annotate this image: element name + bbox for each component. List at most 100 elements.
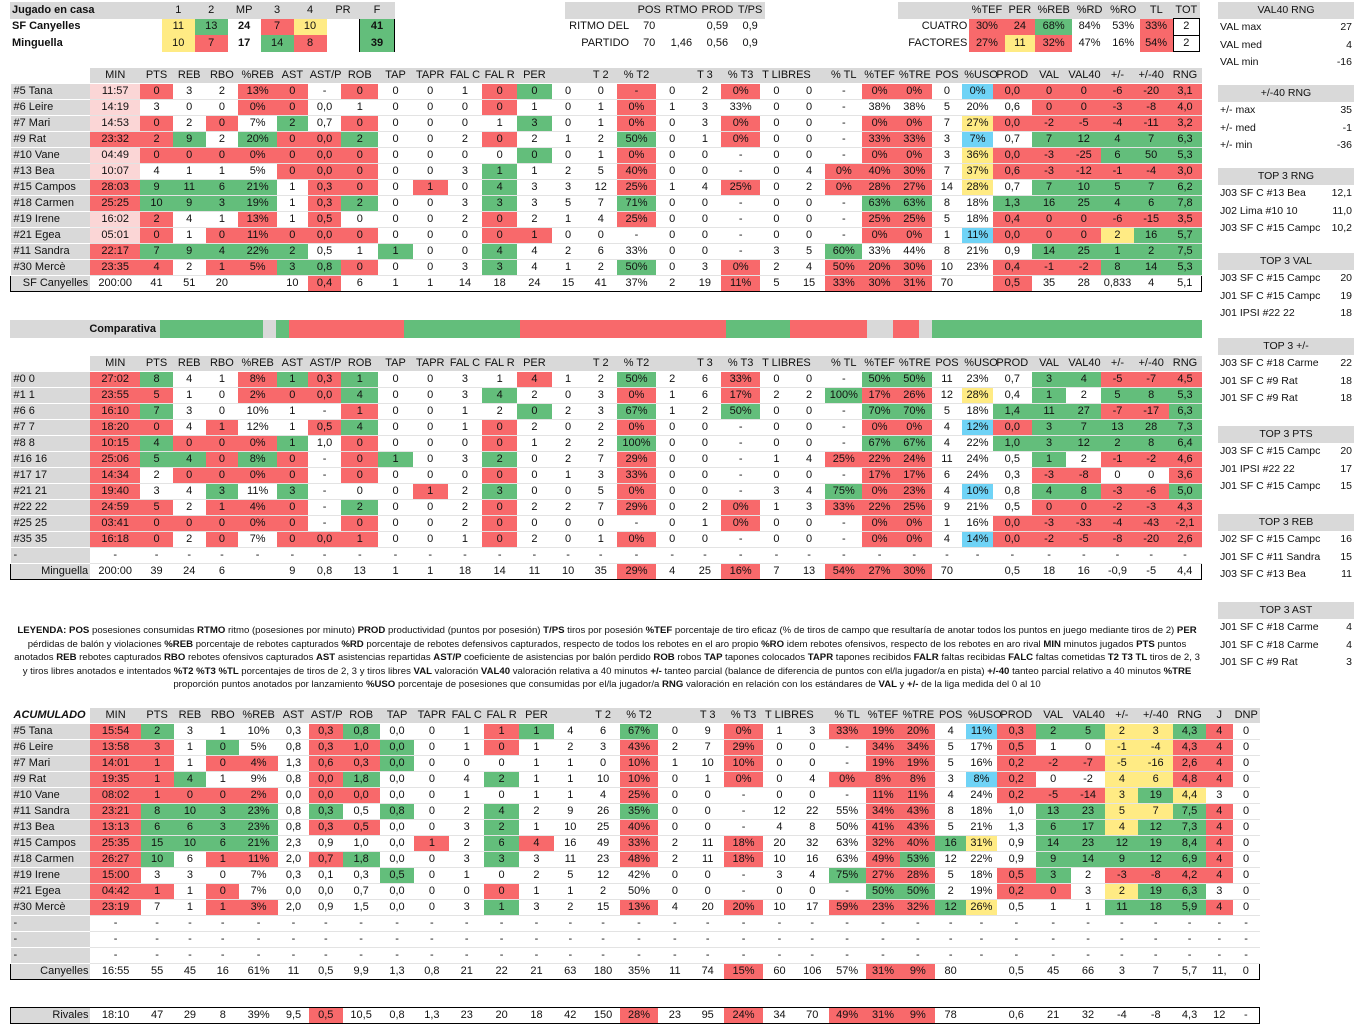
player-row: #16 16 25:06 5 4 0 8% 0-0 1 0 3 2 0 2 7 29% 0 0-1 4 25% 22%…: [10, 451, 1202, 468]
stat-cell: 0,6: [992, 163, 1032, 180]
stat-cell: 23%: [962, 259, 993, 276]
stat-cell: 0,5: [342, 803, 380, 820]
stat-cell: 0: [378, 467, 413, 484]
stat-cell: -: [966, 931, 997, 948]
stat-cell: 2: [341, 499, 379, 516]
column-header: AST: [278, 708, 309, 724]
stat-cell: -: [825, 227, 863, 244]
stat-cell: 0: [760, 163, 793, 180]
stat-cell: 3: [763, 867, 796, 884]
stat-cell: 8%: [238, 451, 278, 468]
stat-cell: -: [1232, 947, 1260, 964]
column-header: % T2: [619, 708, 659, 724]
stat-cell: 0: [341, 467, 379, 484]
column-header: T 2: [584, 68, 618, 84]
stat-cell: 0: [795, 883, 829, 900]
stat-cell: [966, 963, 997, 980]
stat-cell: 1: [172, 387, 206, 404]
stat-cell: -: [721, 419, 761, 436]
stat-cell: 4%: [238, 499, 278, 516]
stat-cell: 1: [378, 563, 413, 580]
stat-cell: 0,7: [342, 883, 380, 900]
player-name: SF Canyelles: [10, 275, 91, 292]
stat-cell: 9: [553, 803, 587, 820]
stat-cell: 9: [1035, 851, 1071, 868]
stat-cell: 17%: [721, 387, 761, 404]
value-cell: 41: [358, 18, 396, 35]
player-name: #6 Leire: [10, 99, 91, 116]
stat-cell: 13: [1035, 803, 1071, 820]
comparativa-segment: [1047, 320, 1061, 338]
stat-cell: 13: [1101, 419, 1134, 436]
side-value: 18: [1340, 392, 1352, 405]
stat-cell: 27%: [862, 563, 897, 580]
stat-cell: 8: [140, 371, 173, 388]
player-row: #18 Carmen 25:25 10 9 3 19% 1 0,3 2 0 0 3 3 3 5 7 71% 0 0-…: [10, 195, 1202, 212]
column-header: RNG: [1168, 356, 1202, 372]
stat-cell: 0: [551, 147, 585, 164]
stat-cell: 3: [1138, 723, 1174, 740]
stat-cell: 0: [760, 467, 793, 484]
stat-cell: 0: [482, 531, 518, 548]
stat-cell: 1: [447, 403, 483, 420]
stat-cell: 6: [341, 275, 379, 292]
stat-cell: -: [342, 947, 380, 964]
stat-cell: -: [1101, 547, 1134, 564]
stat-cell: 54%: [825, 563, 863, 580]
player-row: #30 Mercè 23:19 7 1 1 3% 2,0 0,9 1,5 0,0 0 3 1 3 2 15 13…: [10, 899, 1260, 916]
side-label: J03 SF C #18 Carme: [1220, 357, 1319, 370]
stat-cell: 31%: [966, 835, 997, 852]
stat-cell: 4: [517, 243, 552, 260]
stat-cell: -: [828, 739, 866, 756]
stat-cell: -: [619, 931, 659, 948]
stat-cell: 5%: [239, 739, 279, 756]
stat-cell: 0: [1232, 739, 1260, 756]
stat-cell: 50%: [865, 883, 901, 900]
stat-cell: -: [1205, 947, 1233, 964]
stat-cell: 6: [586, 723, 620, 740]
player-name: Canyelles: [10, 963, 91, 980]
stat-cell: 3: [482, 483, 518, 500]
stat-cell: -: [1035, 931, 1071, 948]
stat-cell: 9%: [239, 771, 279, 788]
comparativa-segment: [751, 320, 765, 338]
stat-cell: -: [278, 931, 309, 948]
stat-cell: 1: [341, 531, 379, 548]
stat-cell: 0,0: [307, 163, 342, 180]
stat-cell: 0: [688, 451, 722, 468]
player-row: #6 6 16:10 7 3 0 10% 1-1 0 0 1 2 0 2 3 67% 1 2 50% 0 0-70% 7…: [10, 403, 1202, 420]
stat-cell: 0: [655, 483, 689, 500]
stat-cell: 0: [140, 227, 173, 244]
side-item: J03 SF C #18 Carme 22: [1218, 355, 1354, 373]
stat-cell: 0: [484, 867, 520, 884]
stat-cell: 0: [447, 179, 483, 196]
stat-cell: -3: [1105, 867, 1139, 884]
stat-cell: 3: [792, 499, 826, 516]
comparativa-segment: [262, 320, 276, 338]
stat-cell: 6: [1133, 195, 1169, 212]
stat-cell: 0: [551, 531, 585, 548]
stat-cell: 0: [551, 419, 585, 436]
factores-row: CUATRO 30% 24 68% 84% 53% 33% 2: [898, 18, 1201, 36]
stat-cell: 0,0: [992, 147, 1032, 164]
stat-cell: 0: [655, 451, 689, 468]
column-header: +/-: [1101, 356, 1134, 372]
stat-cell: -2: [1031, 531, 1067, 548]
stat-cell: 0: [205, 99, 239, 116]
stat-cell: 0: [792, 515, 826, 532]
stat-cell: 4: [1205, 723, 1233, 740]
comparativa-segment: [622, 320, 636, 338]
stat-cell: 2: [140, 131, 173, 148]
stat-cell: 25%: [862, 211, 897, 228]
stat-cell: 18: [519, 1007, 554, 1024]
stat-cell: -2: [1035, 755, 1071, 772]
stat-cell: [962, 275, 993, 292]
side-label: J03 SF C #15 Campc: [1220, 222, 1321, 235]
stat-cell: -2: [1031, 115, 1067, 132]
stat-cell: 0: [206, 755, 240, 772]
stat-cell: 7,3: [1173, 819, 1206, 836]
value-cell: 13: [194, 18, 228, 35]
stat-cell: 0%: [721, 131, 761, 148]
header-row: ACUMULADO MIN PTS REB RBO %REB AST AST/P ROB TAP T…: [10, 708, 1260, 724]
stat-cell: -: [1173, 931, 1206, 948]
